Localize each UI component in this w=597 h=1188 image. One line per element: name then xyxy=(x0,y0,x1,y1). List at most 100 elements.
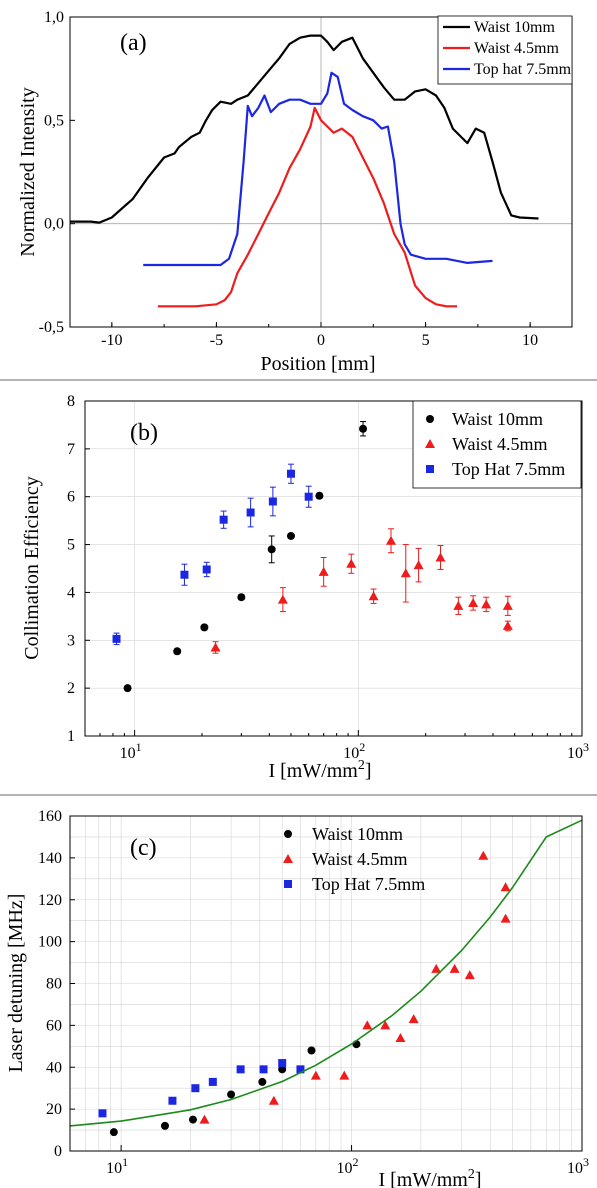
y-tick-label: 7 xyxy=(67,441,75,458)
y-tick-label: 2 xyxy=(67,680,75,697)
data-point xyxy=(246,508,255,517)
legend-marker xyxy=(426,465,434,473)
panel-c: 101 102 103 0 20 40 60 80 100 120 140 160 (c) I [mW… xyxy=(5,808,589,1188)
x-tick-label: 103 xyxy=(567,740,589,762)
panel-b: 101 102 103 1 2 3 4 5 6 7 8 (b) I [mW/mm2] Collima… xyxy=(21,393,589,782)
x-tick-label: 0 xyxy=(317,332,325,349)
legend-box xyxy=(412,400,582,489)
legend-marker xyxy=(425,439,435,448)
plot-frame xyxy=(84,400,583,737)
data-point xyxy=(400,568,411,578)
data-point xyxy=(109,1128,118,1137)
data-point xyxy=(395,1032,406,1042)
data-point xyxy=(219,515,228,524)
data-point xyxy=(359,424,368,433)
legend-label: Top Hat 7.5mm xyxy=(452,459,565,479)
legend-marker xyxy=(284,830,292,838)
data-point xyxy=(268,497,277,506)
panel-label: (c) xyxy=(130,835,157,861)
data-point xyxy=(304,492,313,501)
x-tick-label: 10 xyxy=(522,332,538,349)
x-tick-label: 101 xyxy=(106,1155,128,1177)
data-point xyxy=(478,850,489,860)
y-tick-label: 1 xyxy=(67,728,75,745)
data-point xyxy=(173,647,182,656)
x-axis-label: I [mW/mm2] xyxy=(268,758,371,782)
legend: Waist 10mm Waist 4.5mm Top Hat 7.5mm xyxy=(283,824,425,894)
data-point xyxy=(339,1070,350,1080)
data-point xyxy=(286,469,295,478)
data-point xyxy=(208,1077,217,1086)
data-point xyxy=(431,963,442,973)
data-point xyxy=(310,1070,321,1080)
legend-marker xyxy=(426,415,434,423)
data-point xyxy=(278,1059,287,1068)
y-axis-label: Laser detuning [MHz] xyxy=(5,894,27,1073)
data-point xyxy=(435,552,446,562)
fit-curve xyxy=(69,819,583,1127)
y-tick-label: 160 xyxy=(38,808,62,825)
y-tick-label: 3 xyxy=(67,632,75,649)
y-tick-label: 60 xyxy=(46,1017,62,1034)
legend-label: Waist 10mm xyxy=(474,19,555,36)
data-point xyxy=(123,684,132,693)
data-point xyxy=(227,1090,236,1099)
series-line xyxy=(70,34,539,224)
data-point xyxy=(160,1121,169,1130)
data-point xyxy=(380,1020,391,1030)
x-axis-label: Position [mm] xyxy=(260,353,375,375)
legend-label: Waist 4.5mm xyxy=(452,434,548,454)
data-point xyxy=(277,594,288,604)
x-tick-label: 101 xyxy=(120,740,142,762)
legend-marker xyxy=(284,880,292,888)
data-point xyxy=(191,1084,200,1093)
y-tick-label: 6 xyxy=(67,489,75,506)
data-point xyxy=(180,570,189,579)
data-point xyxy=(502,620,513,630)
y-tick-label: -0,5 xyxy=(39,319,64,336)
legend-label: Top hat 7.5mm xyxy=(474,61,572,78)
x-tick-label: 5 xyxy=(422,332,430,349)
x-tick-label: 103 xyxy=(567,1155,589,1177)
y-tick-label: 1,0 xyxy=(44,9,64,26)
y-tick-label: 40 xyxy=(46,1059,62,1076)
data-point xyxy=(296,1065,305,1074)
x-tick-label: -10 xyxy=(101,332,122,349)
data-point xyxy=(112,634,121,643)
legend: Waist 10mm Waist 4.5mm Top hat 7.5mm xyxy=(437,15,573,85)
data-point xyxy=(307,1046,316,1055)
data-point xyxy=(200,623,209,632)
panel-a: -10 -5 0 5 10 -0,5 0,0 0,5 1,0 (a) Position [mm]… xyxy=(17,9,573,375)
data-point xyxy=(346,558,357,568)
y-axis-label: Collimation Efficiency xyxy=(21,476,43,659)
data-point xyxy=(199,1114,210,1124)
data-point xyxy=(188,1115,197,1124)
legend-marker xyxy=(283,854,293,863)
data-point xyxy=(408,1014,419,1024)
legend: Waist 10mm Waist 4.5mm Top Hat 7.5mm xyxy=(412,400,582,489)
y-tick-label: 0,5 xyxy=(44,112,64,129)
series-line xyxy=(143,71,493,267)
legend-label: Waist 10mm xyxy=(312,824,403,844)
legend-label: Waist 4.5mm xyxy=(312,849,408,869)
data-point xyxy=(464,970,475,980)
data-point xyxy=(315,491,324,500)
y-tick-label: 0,0 xyxy=(44,216,64,233)
data-point xyxy=(362,1020,373,1030)
y-tick-label: 0 xyxy=(54,1143,62,1160)
x-tick-label: 102 xyxy=(343,740,365,762)
y-tick-label: 100 xyxy=(38,934,62,951)
panel-label: (b) xyxy=(130,420,158,446)
data-point xyxy=(413,560,424,570)
y-tick-label: 5 xyxy=(67,537,75,554)
y-tick-label: 120 xyxy=(38,892,62,909)
data-point xyxy=(278,1065,287,1074)
x-tick-label: -5 xyxy=(210,332,223,349)
legend-label: Waist 4.5mm xyxy=(474,40,559,57)
data-point xyxy=(98,1109,107,1118)
data-point xyxy=(168,1096,177,1105)
data-point xyxy=(500,913,511,923)
data-point xyxy=(318,566,329,576)
x-axis-label: I [mW/mm2] xyxy=(378,1167,481,1188)
